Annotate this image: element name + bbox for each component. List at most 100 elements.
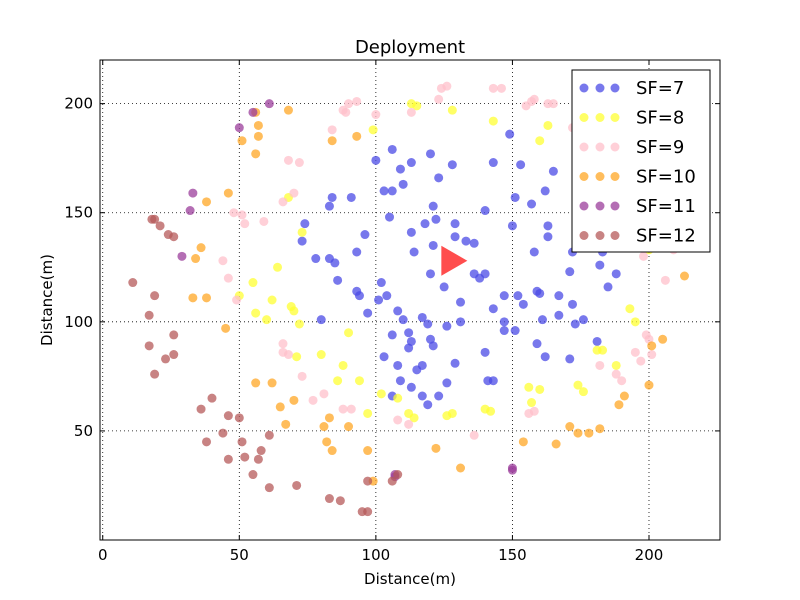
data-point [196, 404, 206, 414]
data-point [264, 483, 274, 493]
data-point [144, 341, 154, 351]
data-point [611, 369, 621, 379]
data-point [371, 110, 381, 120]
data-point [573, 428, 583, 438]
data-point [393, 306, 403, 316]
data-point [294, 158, 304, 168]
data-point [363, 308, 373, 318]
data-point [507, 463, 517, 473]
data-point [475, 273, 485, 283]
data-point [346, 404, 356, 414]
data-point [352, 131, 362, 141]
data-point [505, 129, 515, 139]
data-point [480, 206, 490, 216]
data-point [379, 352, 389, 362]
data-point [223, 454, 233, 464]
data-point [267, 295, 277, 305]
data-point [387, 476, 397, 486]
legend: SF=7 SF=8 SF=9 SF=10 SF=11 SF=12 [571, 69, 711, 253]
data-point [598, 345, 608, 355]
data-point [229, 208, 239, 218]
y-tick-label: 50 [74, 422, 93, 440]
data-point [537, 315, 547, 325]
data-point [308, 395, 318, 405]
data-point [297, 236, 307, 246]
data-point [330, 258, 340, 268]
data-point [223, 411, 233, 421]
data-point [548, 99, 558, 109]
legend-label: SF=10 [636, 167, 696, 188]
legend-label: SF=8 [636, 108, 684, 129]
x-tick-label: 0 [98, 546, 108, 564]
data-point [344, 328, 354, 338]
data-point [535, 384, 545, 394]
data-point [346, 192, 356, 202]
data-point [423, 319, 433, 329]
data-point [382, 291, 392, 301]
data-point [237, 210, 247, 220]
data-point [568, 299, 578, 309]
gateway-layer [441, 245, 468, 276]
data-point [434, 94, 444, 104]
data-point [532, 339, 542, 349]
data-point [428, 240, 438, 250]
data-point [614, 400, 624, 410]
x-tick-label: 200 [635, 546, 664, 564]
data-point [248, 470, 258, 480]
data-point [404, 328, 414, 338]
legend-marker [579, 83, 589, 93]
data-point [529, 406, 539, 416]
legend-marker [579, 113, 589, 122]
data-point [565, 267, 575, 277]
plot-frame [99, 59, 721, 541]
data-point [155, 221, 165, 231]
data-point [294, 319, 304, 329]
data-point [363, 507, 373, 517]
data-point [292, 352, 302, 362]
data-point [393, 415, 403, 425]
data-point [311, 254, 321, 264]
data-point [196, 243, 206, 253]
data-point [516, 160, 526, 170]
data-point [352, 96, 362, 106]
data-point [188, 293, 198, 303]
data-point [420, 219, 430, 229]
data-point [327, 446, 337, 456]
data-point [425, 149, 435, 159]
data-point [253, 120, 263, 130]
data-point [278, 339, 288, 349]
data-point [253, 131, 263, 141]
data-point [202, 437, 212, 447]
legend-marker [610, 172, 620, 181]
data-point [518, 299, 528, 309]
data-point [442, 378, 452, 388]
data-point [406, 158, 416, 168]
data-point [456, 317, 466, 327]
data-point [395, 376, 405, 386]
data-point [584, 428, 594, 438]
data-point [431, 214, 441, 224]
data-point [434, 391, 444, 401]
data-point [480, 347, 490, 357]
legend-marker [595, 113, 605, 122]
data-point [324, 494, 334, 504]
data-point [169, 232, 179, 242]
data-point [161, 354, 171, 364]
data-point [259, 216, 269, 226]
data-point [393, 393, 403, 403]
legend-marker [610, 142, 620, 152]
data-point [368, 125, 378, 135]
data-point [248, 107, 258, 117]
data-point [185, 206, 195, 216]
data-point [442, 321, 452, 331]
data-point [262, 315, 272, 325]
data-point [256, 446, 266, 456]
ticks-layer: 0 50 100 150 200 50 100 150 200 [64, 60, 720, 564]
data-point [592, 336, 602, 346]
data-point [251, 149, 261, 159]
data-point [253, 454, 263, 464]
data-point [273, 262, 283, 272]
legend-marker [610, 201, 620, 211]
data-point [327, 125, 337, 135]
